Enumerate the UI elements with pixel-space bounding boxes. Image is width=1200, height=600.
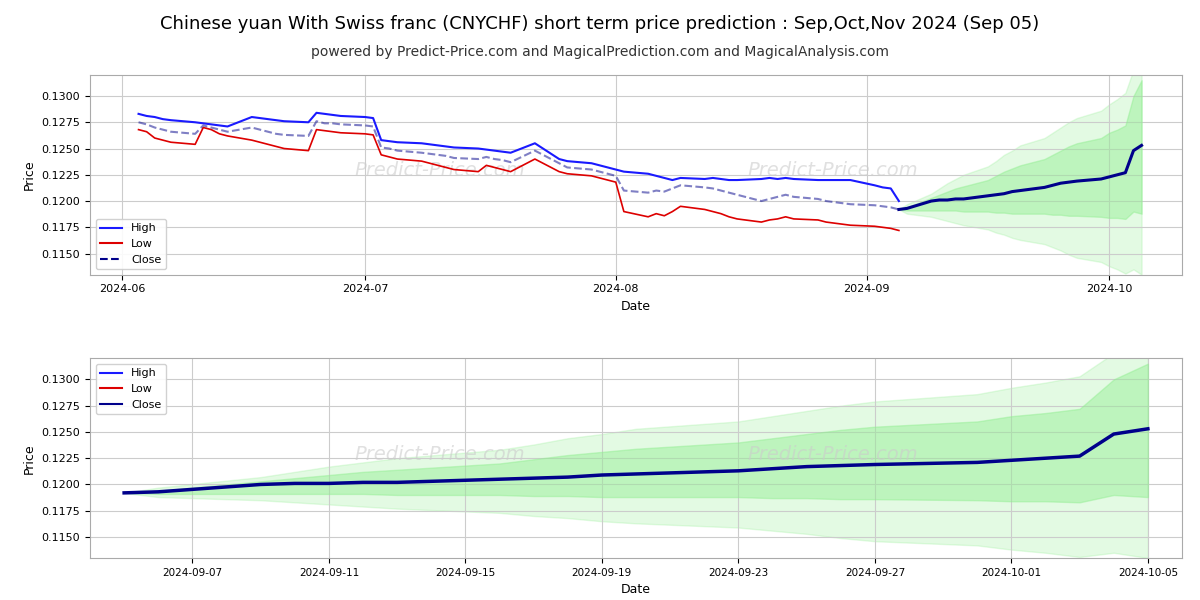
Line: Low: Low [138, 128, 899, 230]
Line: Close: Close [138, 121, 899, 209]
Text: Chinese yuan With Swiss franc (CNYCHF) short term price prediction : Sep,Oct,Nov: Chinese yuan With Swiss franc (CNYCHF) s… [161, 15, 1039, 33]
Text: Predict-Price.com: Predict-Price.com [354, 445, 524, 464]
Legend: High, Low, Close: High, Low, Close [96, 219, 166, 269]
Text: Predict-Price.com: Predict-Price.com [748, 161, 918, 181]
Legend: High, Low, Close: High, Low, Close [96, 364, 166, 414]
Text: powered by Predict-Price.com and MagicalPrediction.com and MagicalAnalysis.com: powered by Predict-Price.com and Magical… [311, 45, 889, 59]
Line: High: High [138, 113, 899, 201]
X-axis label: Date: Date [622, 300, 650, 313]
X-axis label: Date: Date [622, 583, 650, 596]
Y-axis label: Price: Price [23, 443, 36, 473]
Y-axis label: Price: Price [23, 160, 36, 190]
Text: Predict-Price.com: Predict-Price.com [748, 445, 918, 464]
Text: Predict-Price.com: Predict-Price.com [354, 161, 524, 181]
